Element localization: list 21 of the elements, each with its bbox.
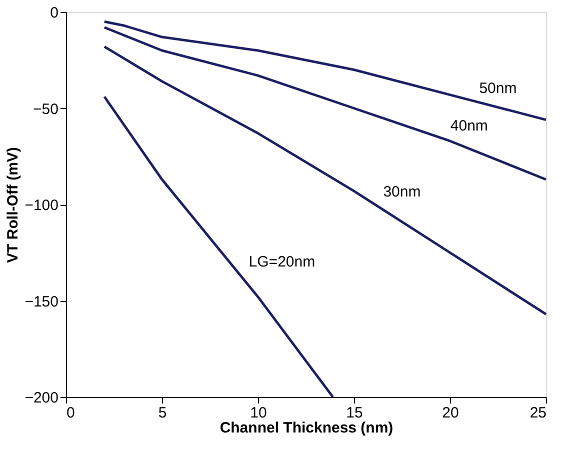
x-tick-label: 10 (250, 404, 267, 422)
line-series (103, 20, 548, 122)
line-series (103, 26, 548, 181)
x-tick-label: 15 (346, 404, 363, 422)
y-tick-label: −100 (24, 197, 58, 214)
line-series (103, 95, 334, 398)
y-tick-label: −200 (24, 390, 58, 406)
y-tick-label: 0 (50, 4, 58, 22)
x-axis-title: Channel Thickness (nm) (220, 420, 394, 436)
line-series (103, 45, 548, 316)
annotation: 30nm (383, 183, 421, 200)
y-tick-label: −50 (33, 100, 58, 118)
annotation: 40nm (450, 118, 488, 135)
x-tick-label: 0 (66, 404, 75, 422)
x-tick-label: 5 (158, 404, 167, 422)
x-tick-label: 20 (442, 404, 459, 422)
x-tick-label: 25 (530, 404, 546, 422)
annotation: 50nm (479, 80, 517, 97)
y-axis-title: VT Roll-Off (mV) (4, 147, 22, 263)
y-tick-label: −150 (24, 293, 58, 310)
annotation: LG=20nm (248, 253, 316, 270)
